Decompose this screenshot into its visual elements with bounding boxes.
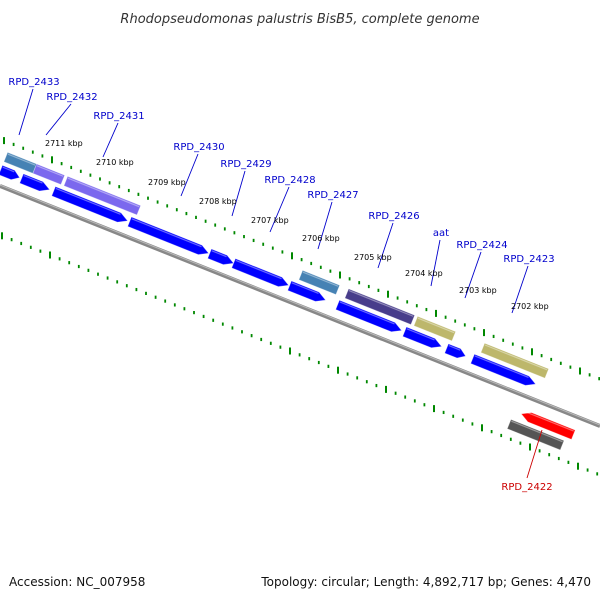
gene-label-rpd-2430: RPD_2430 <box>173 142 224 153</box>
feature-cds <box>402 326 443 349</box>
backbone-line <box>0 184 600 428</box>
feature-cds <box>0 164 21 181</box>
feature-cds <box>287 280 327 302</box>
gene-label-rpd-2432: RPD_2432 <box>46 92 97 103</box>
feature-rpd-2422 <box>520 410 576 440</box>
outer-tick-ring <box>3 137 600 381</box>
genome-summary-text: Topology: circular; Length: 4,892,717 bp… <box>260 575 591 589</box>
label-leaders <box>18 88 543 479</box>
gene-label-rpd-2427: RPD_2427 <box>307 190 358 201</box>
feature-cds <box>207 248 235 265</box>
feature-cds <box>444 343 467 359</box>
gene-label-rpd-2429: RPD_2429 <box>220 159 271 170</box>
inner-tick-ring <box>1 232 599 476</box>
leader-line <box>180 153 199 197</box>
gene-label-rpd-2428: RPD_2428 <box>264 175 315 186</box>
leader-line <box>430 239 441 287</box>
feature-cds <box>231 258 290 287</box>
feature-rpd-2431 <box>63 175 142 216</box>
gene-label-rpd-2433: RPD_2433 <box>8 77 59 88</box>
leader-line <box>269 186 290 233</box>
leader-line <box>317 201 333 250</box>
kbp-label: 2706 kbp <box>302 234 340 243</box>
kbp-label: 2708 kbp <box>199 197 237 206</box>
feature-cds <box>51 186 129 223</box>
leader-line <box>45 103 72 136</box>
feature-aat-upper <box>413 315 457 342</box>
leader-line <box>377 222 394 269</box>
leader-line <box>231 170 246 217</box>
gene-label-rpd-2422: RPD_2422 <box>501 482 552 493</box>
kbp-label: 2702 kbp <box>511 302 549 311</box>
leader-line <box>464 251 482 299</box>
feature-cds <box>335 299 403 333</box>
map-title: Rhodopseudomonas palustris BisB5, comple… <box>120 12 479 27</box>
feature-cds <box>19 173 51 192</box>
kbp-label: 2705 kbp <box>354 253 392 262</box>
feature-cds <box>127 216 210 255</box>
gene-label-rpd-2426: RPD_2426 <box>368 211 419 222</box>
genome-backbone <box>0 184 600 428</box>
feature-rpd-2426 <box>344 288 416 326</box>
feature-cds <box>470 353 537 386</box>
leader-line <box>511 265 529 314</box>
gene-label-aat: aat <box>433 228 449 239</box>
leader-line <box>102 122 119 158</box>
accession-text: Accession: NC_007958 <box>9 575 145 589</box>
feature-rpd-2422-lower <box>506 418 565 451</box>
kbp-label: 2711 kbp <box>45 139 83 148</box>
kbp-labels: 2711 kbp 2710 kbp 2709 kbp 2708 kbp 2707 kbp… <box>45 139 549 311</box>
feature-rpd-2423-upper <box>480 342 550 379</box>
leader-line <box>18 88 34 136</box>
kbp-label: 2707 kbp <box>251 216 289 225</box>
feature-rpd-2432 <box>32 163 66 186</box>
kbp-label: 2709 kbp <box>148 178 186 187</box>
backbone-highlight <box>0 184 600 426</box>
kbp-label: 2704 kbp <box>405 269 443 278</box>
feature-track <box>0 151 576 451</box>
kbp-label: 2710 kbp <box>96 158 134 167</box>
leader-line <box>526 429 543 479</box>
feature-rpd-2427 <box>298 269 341 296</box>
gene-label-rpd-2431: RPD_2431 <box>93 111 144 122</box>
gene-label-rpd-2424: RPD_2424 <box>456 240 507 251</box>
gene-label-rpd-2423: RPD_2423 <box>503 254 554 265</box>
kbp-label: 2703 kbp <box>459 286 497 295</box>
gene-labels: RPD_2433 RPD_2432 RPD_2431 RPD_2430 RPD_2429… <box>8 77 554 493</box>
